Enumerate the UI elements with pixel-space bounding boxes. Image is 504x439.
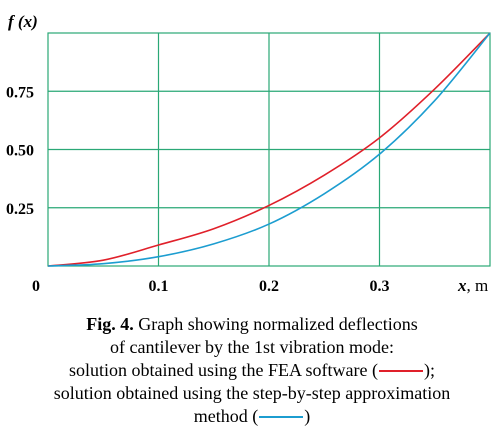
tick-labels: 0 0.1 0.2 0.3 0.25 0.50 0.75 — [6, 84, 390, 295]
caption-label: Fig. 4. — [86, 314, 134, 334]
y-tick-label: 0.75 — [6, 84, 34, 101]
series-line-1 — [47, 32, 491, 267]
deflection-chart: 0 0.1 0.2 0.3 0.25 0.50 0.75 f (x) x, m — [6, 12, 491, 295]
y-tick-label: 0.25 — [6, 201, 34, 218]
series-lines — [47, 32, 491, 267]
caption-line-3: solution obtained using the FEA software… — [69, 360, 435, 380]
caption-title: Graph showing normalized deflections — [138, 314, 418, 334]
x-tick-label: 0.1 — [149, 278, 169, 295]
x-axis-label: x, m — [457, 276, 488, 295]
x-axis-unit: m — [475, 276, 488, 295]
x-tick-label: 0.3 — [370, 278, 390, 295]
caption-line-2: of cantilever by the 1st vibration mode: — [110, 337, 394, 357]
x-axis-variable: x — [457, 276, 467, 295]
series-line-2 — [47, 32, 491, 267]
grid — [47, 32, 491, 267]
y-tick-label: 0.50 — [6, 143, 34, 160]
caption-line-4: solution obtained using the step-by-step… — [53, 383, 451, 403]
caption-line-1: Fig. 4. Graph showing normalized deflect… — [0, 313, 504, 336]
figure-caption: Fig. 4. Graph showing normalized deflect… — [0, 313, 504, 428]
x-tick-label: 0.2 — [259, 278, 279, 295]
legend-swatch-approx — [259, 415, 304, 418]
x-tick-label: 0 — [32, 278, 40, 295]
legend-swatch-fea — [378, 369, 423, 372]
caption-line-5: method () — [193, 406, 311, 426]
y-axis-label: f (x) — [8, 12, 38, 31]
